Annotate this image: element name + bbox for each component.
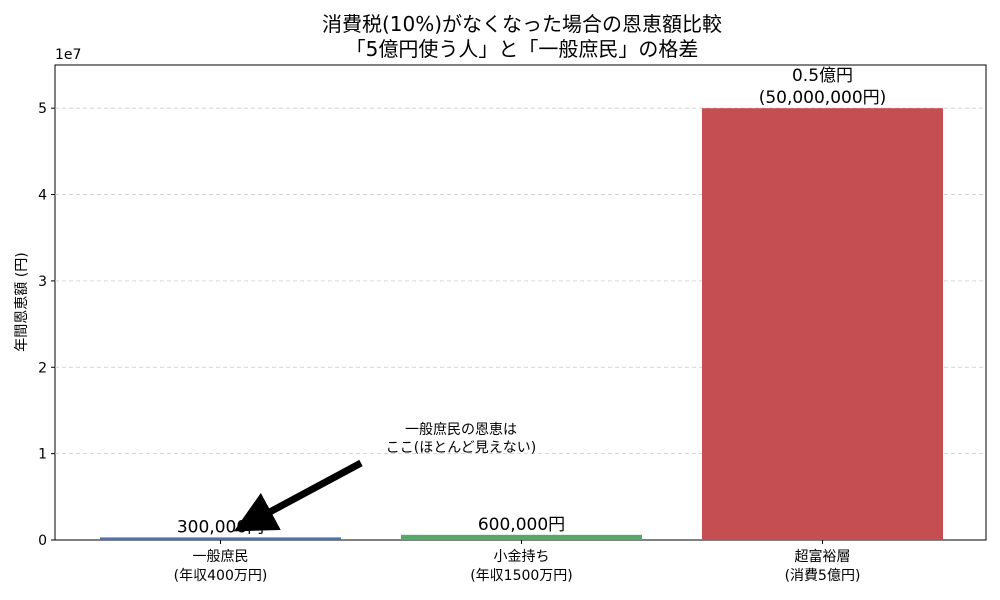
y-axis-ticks: 0 1 2 3 4 5 [38,101,55,549]
bars [100,108,943,540]
value-label: 0.5億円 [792,66,853,86]
bar [100,537,341,540]
annotation: 一般庶民の恩恵は ここ(ほとんど見えない) [233,422,537,532]
value-label: 600,000円 [478,515,565,535]
y-tick-label: 0 [38,533,47,549]
bar [401,534,642,540]
x-tick-label: (消費5億円) [785,568,861,584]
grid-lines [55,107,986,455]
chart-title: 消費税(10%)がなくなった場合の恩恵額比較 [322,12,722,36]
y-tick-label: 5 [38,101,47,117]
y-axis-scale-label: 1e7 [55,47,81,63]
x-axis-ticks: 一般庶民 (年収400万円) 小金持ち (年収1500万円) 超富裕層 (消費5億円) [174,540,861,584]
chart-subtitle: 「5億円使う人」と「一般庶民」の格差 [346,37,699,61]
y-tick-label: 1 [38,447,47,463]
x-tick-label: 小金持ち [494,549,550,565]
y-tick-label: 2 [38,360,47,376]
y-axis-label: 年間恩恵額 (円) [14,252,30,351]
annotation-text-line2: ここ(ほとんど見えない) [386,440,537,456]
value-label: (50,000,000円) [759,88,887,108]
x-tick-label: (年収400万円) [174,568,268,584]
bar [702,108,943,540]
x-tick-label: 超富裕層 [795,548,851,565]
annotation-arrow [233,459,363,532]
annotation-text-line1: 一般庶民の恩恵は [405,422,517,438]
y-tick-label: 3 [38,274,47,290]
x-tick-label: 一般庶民 [193,549,249,565]
x-tick-label: (年収1500万円) [470,568,573,584]
y-tick-label: 4 [38,188,47,204]
